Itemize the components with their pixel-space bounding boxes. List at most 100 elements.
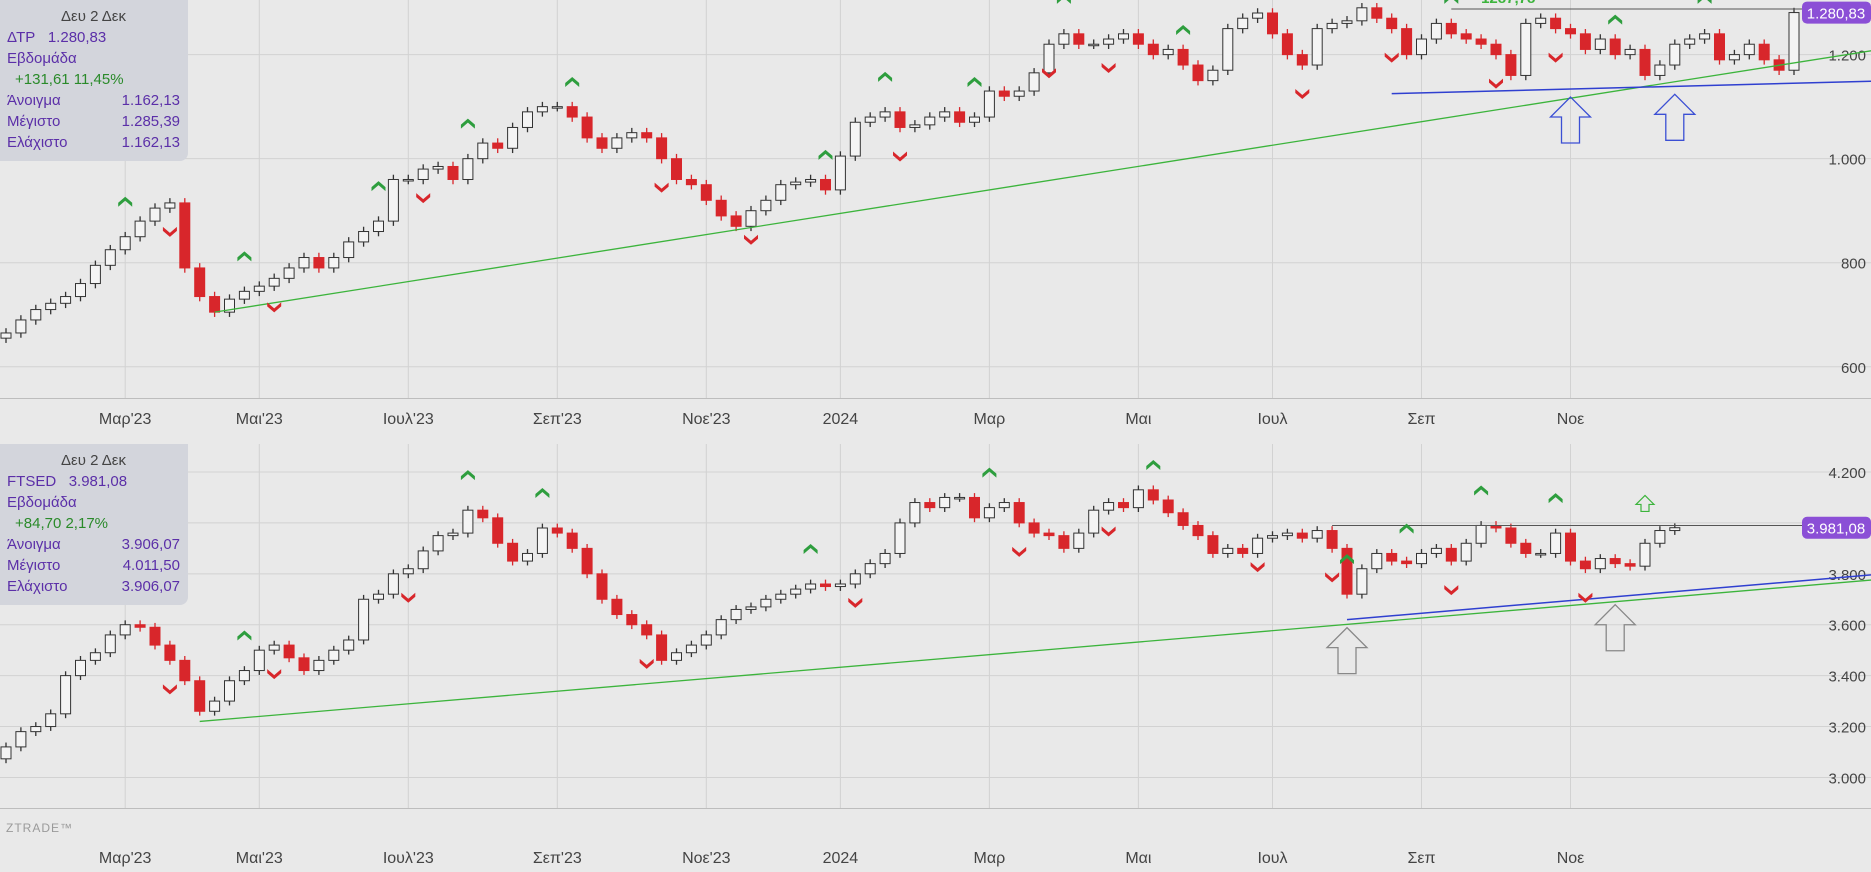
candle-up [551,106,563,109]
candle-down [1162,499,1174,514]
swing-high-marker [1340,554,1354,565]
candle-down [1579,33,1591,50]
candle-up [760,199,772,212]
open-label: Άνοιγμα [7,92,61,109]
candle-up [328,649,340,661]
candle-up [1371,552,1383,570]
blue-support-line [1391,80,1871,95]
candle-up [224,298,235,313]
candle-up [745,606,757,610]
candle-down [1714,33,1725,61]
last-price-tag-bg [1802,1,1871,24]
x-tick-label: Ιουλ'23 [383,850,434,867]
candle-down [194,680,206,712]
candle-up [879,111,891,118]
candle-up [89,652,101,661]
swing-low-marker [1295,89,1310,100]
candle-up [268,277,280,287]
candle-down [730,215,742,227]
candle-down [715,199,727,217]
x-tick-label: Μαι'23 [236,850,283,867]
low-label: Ελάχιστο [7,578,68,595]
candle-up [998,502,1010,509]
swing-low-marker [1325,572,1340,583]
candle-down [1609,38,1621,56]
candle-up [775,593,787,600]
candle-up [119,624,131,636]
candle-up [104,249,116,266]
last-price-tag-bg [1802,516,1871,539]
candle-up [15,319,27,334]
candle-down [1460,33,1472,40]
x-tick-label: Σεπ'23 [533,850,582,867]
candle-down [283,644,295,659]
candle-up [209,700,221,712]
swing-high-marker [237,630,252,641]
info-change: +131,61 11,45% [15,71,124,88]
dtr-info-box: Δευ 2 Δεκ ΔΤΡ 1.280,83 Εβδομάδα +131,61 … [0,0,188,161]
candle-up [864,116,876,123]
candle-up [1416,552,1427,565]
candle-up [909,124,921,128]
ftsed-chart[interactable]: 3.0003.2003.4003.6003.8004.0004.200Μαρ'2… [0,444,1871,867]
x-tick-label: Μαρ [974,850,1006,867]
candle-up [1222,547,1234,554]
x-tick-label: Νοε'23 [682,850,731,867]
candle-up [745,210,757,227]
candle-up [805,583,817,590]
candle-up [1535,17,1547,24]
candle-up [685,644,697,654]
info-symbol-line: ΔΤΡ 1.280,83 Εβδομάδα [7,27,180,69]
candle-up [224,680,235,702]
swing-low-marker [1101,63,1116,74]
dtr-chart[interactable]: 600 800 1.000 1.200 Μαρ'23 Μαι'23 Ιουλ'23 Σεπ'2… [0,0,1871,428]
candle-down [998,90,1010,97]
candle-down [1386,17,1398,30]
candle-up [1669,527,1681,532]
candle-up [1207,69,1219,82]
x-tick-label: Σεπ'23 [533,411,582,428]
x-tick-label: Νοε'23 [682,411,731,428]
swing-high-marker [237,251,252,262]
candle-up [1520,22,1532,76]
swing-low-marker [1384,52,1399,63]
info-price: 3.981,08 Εβδομάδα [7,473,128,511]
candle-down [656,634,668,661]
candle-up [1535,552,1547,556]
candle-up [1460,542,1472,562]
candle-up [60,296,72,304]
swing-high-marker [1399,523,1414,534]
candle-up [238,290,250,300]
candle-down [1028,522,1040,534]
candle-down [1565,532,1576,562]
candle-down [164,644,176,661]
info-date: Δευ 2 Δεκ [61,8,126,25]
candle-up [1281,532,1293,537]
x-tick-label: Σεπ [1407,850,1435,867]
candle-down [1058,535,1070,549]
candle-up [45,713,57,728]
candle-down [1147,489,1159,501]
swing-high-marker [1608,14,1623,25]
candle-up [536,527,548,554]
swing-high-marker [371,181,386,192]
candle-up [715,619,727,636]
candle-up [30,309,42,321]
x-tick-label: Ιουλ [1257,850,1287,867]
open-value: 3.906,07 [121,536,180,553]
x-tick-label: Μαι'23 [236,411,283,428]
candle-down [1505,527,1517,544]
candle-up [45,302,57,311]
swing-low-marker [893,151,907,162]
candle-up [387,573,399,595]
candle-down [1192,524,1204,537]
candle-up [1356,7,1368,22]
low-value: 3.906,07 [121,578,180,595]
green-trendline [199,579,1871,723]
y-tick-label: 4.200 [1828,465,1866,482]
candle-down [179,202,191,269]
candle-up [15,731,27,748]
swing-low-marker [401,592,416,603]
candle-up [939,111,951,118]
